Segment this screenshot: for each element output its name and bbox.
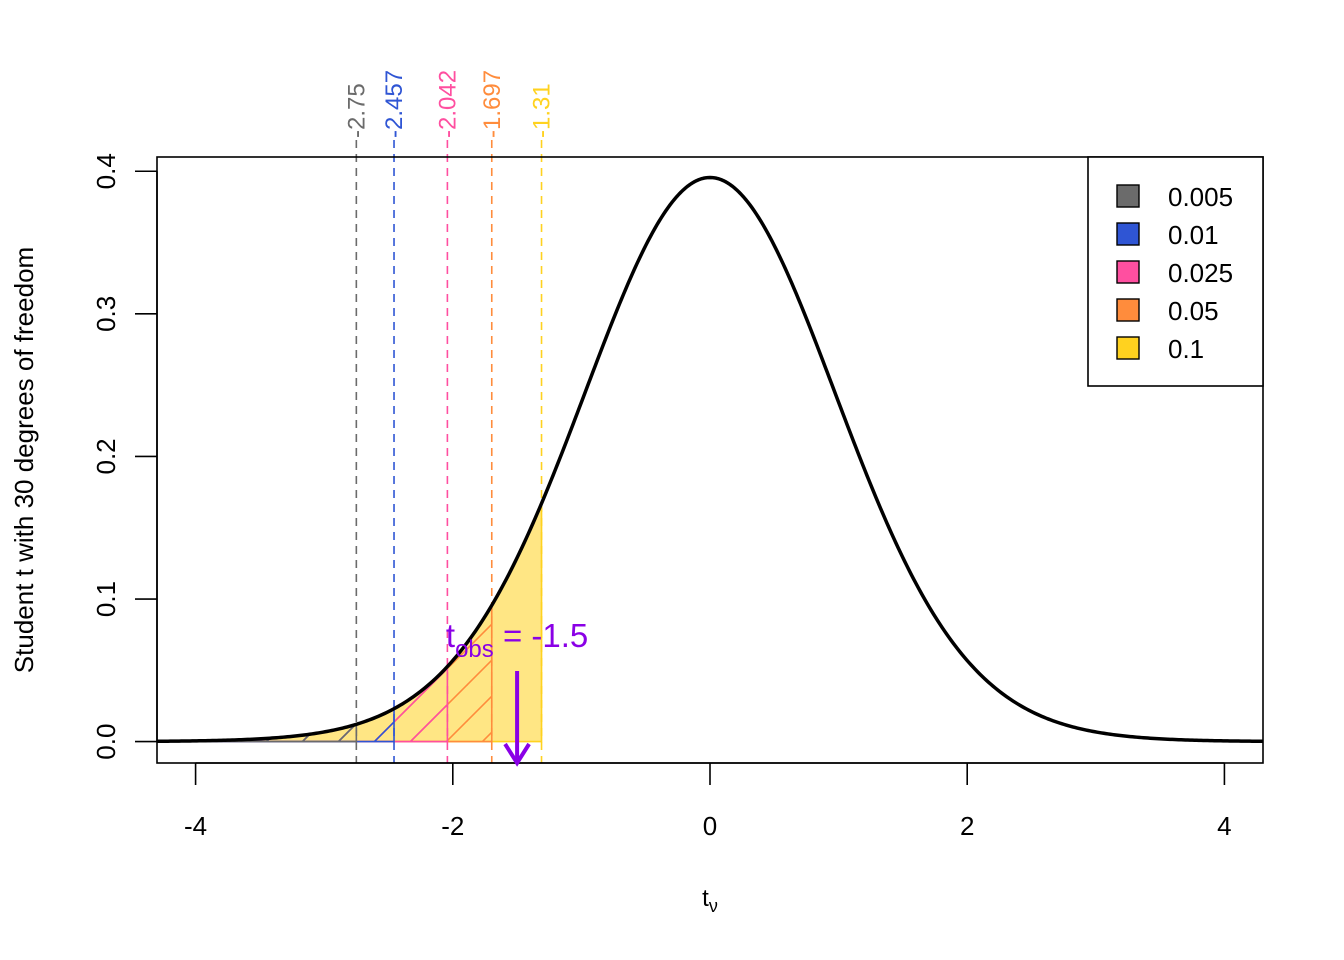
legend-swatch-0.05 — [1116, 298, 1140, 322]
y-axis: 0.0 0.1 0.2 0.3 0.4 — [91, 153, 158, 760]
critical-value-label-0.005: -2.75 — [343, 83, 370, 138]
tail-area-fills — [156, 503, 543, 743]
critical-value-labels: -2.75 -2.457 -2.042 -1.697 -1.31 — [343, 70, 555, 138]
x-tick-label: 2 — [960, 811, 974, 841]
observed-arrow-head — [503, 742, 531, 767]
y-tick-label: 0.4 — [91, 153, 121, 189]
critical-value-label-0.1: -1.31 — [529, 83, 556, 138]
y-tick-label: 0.3 — [91, 296, 121, 332]
critical-value-label-0.025: -2.042 — [434, 70, 461, 138]
legend: 0.005 0.01 0.025 0.05 0.1 — [1087, 156, 1264, 387]
legend-swatch-0.025 — [1116, 260, 1140, 284]
x-tick-label: 0 — [703, 811, 717, 841]
legend-swatch-0.1 — [1116, 336, 1140, 360]
y-tick-label: 0.1 — [91, 581, 121, 617]
legend-label-0.025: 0.025 — [1168, 258, 1233, 288]
x-axis: -4 -2 0 2 4 — [184, 762, 1232, 841]
x-axis-label: tν — [702, 885, 718, 916]
critical-value-label-0.01: -2.457 — [381, 70, 408, 138]
observed-label: tobs = -1.5 — [446, 617, 588, 663]
x-tick-label: 4 — [1217, 811, 1231, 841]
legend-label-0.1: 0.1 — [1168, 334, 1204, 364]
legend-swatch-0.005 — [1116, 184, 1140, 208]
density-curve — [156, 175, 1264, 744]
critical-value-label-0.05: -1.697 — [479, 70, 506, 138]
y-tick-label: 0.2 — [91, 438, 121, 474]
x-tick-label: -4 — [184, 811, 207, 841]
legend-label-0.005: 0.005 — [1168, 182, 1233, 212]
legend-label-0.05: 0.05 — [1168, 296, 1219, 326]
legend-swatch-0.01 — [1116, 222, 1140, 246]
y-axis-label: Student t with 30 degrees of freedom — [9, 247, 39, 673]
legend-label-0.01: 0.01 — [1168, 220, 1219, 250]
x-tick-label: -2 — [441, 811, 464, 841]
critical-value-lines — [355, 140, 543, 763]
y-tick-label: 0.0 — [91, 724, 121, 760]
observed-statistic: tobs = -1.5 — [446, 617, 588, 767]
